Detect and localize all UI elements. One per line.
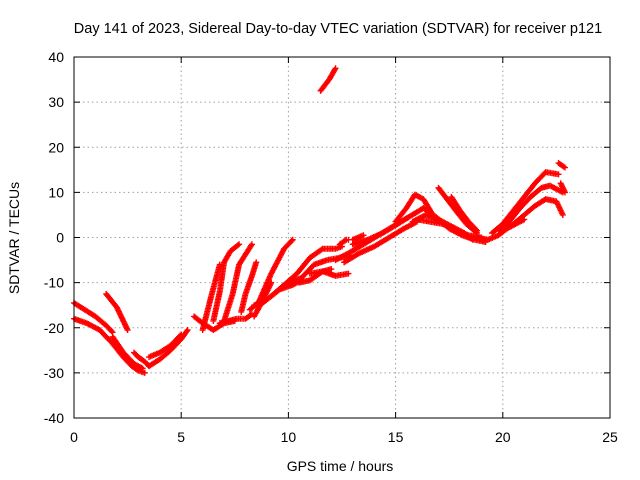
series-track-12 [221, 241, 255, 324]
data-point [473, 226, 479, 233]
data-point [124, 327, 131, 334]
data-point [253, 259, 260, 266]
data-point [555, 171, 562, 178]
series-track-21 [306, 268, 352, 279]
data-point [318, 246, 325, 253]
data-point [248, 241, 255, 248]
data-point [360, 232, 367, 239]
y-tick-label: 10 [48, 184, 64, 200]
y-tick-label: -40 [44, 410, 64, 426]
series-track-24 [341, 218, 421, 266]
data-point [183, 328, 190, 335]
series-track-22 [317, 65, 339, 94]
data-point [177, 332, 184, 339]
data-point [268, 279, 275, 286]
x-tick-label: 0 [70, 429, 78, 445]
x-tick-label: 20 [495, 429, 511, 445]
data-point [559, 211, 566, 218]
series-track-39 [557, 180, 568, 196]
series-track-04 [109, 333, 146, 372]
y-tick-label: 0 [56, 230, 64, 246]
series-track-33 [448, 193, 481, 234]
data-point [345, 270, 352, 277]
x-tick-label: 5 [177, 429, 185, 445]
chart-title: Day 141 of 2023, Sidereal Day-to-day VTE… [74, 21, 602, 37]
x-tick-label: 25 [602, 429, 618, 445]
series-track-11 [210, 241, 243, 324]
data-point [263, 286, 270, 293]
data-point [234, 242, 241, 249]
data-point [289, 236, 296, 243]
y-tick-label: 20 [48, 139, 64, 155]
series-track-07 [146, 331, 185, 361]
data-point [139, 365, 146, 372]
y-tick-label: -10 [44, 275, 64, 291]
series-track-27 [349, 232, 367, 243]
series-track-05 [131, 349, 153, 370]
data-points [71, 65, 568, 376]
data-point [216, 261, 223, 268]
data-point [288, 237, 295, 244]
y-tick-label: -30 [44, 365, 64, 381]
series-track-03 [103, 290, 131, 334]
data-point [561, 189, 568, 196]
axes: 0 5 10 15 20 25 -40 -30 -20 -10 0 10 20 30 40 [44, 49, 618, 445]
series-track-13 [238, 259, 260, 315]
data-point [184, 327, 191, 334]
y-axis-label: SDTVAR / TECUs [6, 182, 22, 294]
data-point [332, 65, 339, 72]
series-track-10 [216, 311, 255, 327]
data-point [474, 227, 481, 234]
data-point [342, 237, 349, 244]
series-track-38 [555, 160, 568, 171]
data-point [236, 241, 243, 248]
data-point [108, 328, 115, 335]
series-track-17 [246, 286, 270, 313]
series-track-35 [489, 169, 562, 236]
data-point [178, 331, 185, 338]
data-point [405, 214, 412, 221]
x-tick-label: 15 [388, 429, 404, 445]
data-point [141, 369, 148, 376]
y-tick-label: 30 [48, 94, 64, 110]
y-tick-label: 40 [48, 49, 64, 65]
x-tick-label: 10 [281, 429, 297, 445]
y-tick-label: -20 [44, 320, 64, 336]
data-point [560, 163, 567, 170]
grid [74, 57, 610, 418]
data-point [328, 266, 335, 273]
series-track-37 [499, 196, 566, 234]
data-point [561, 164, 568, 171]
x-axis-label: GPS time / hours [287, 458, 394, 474]
